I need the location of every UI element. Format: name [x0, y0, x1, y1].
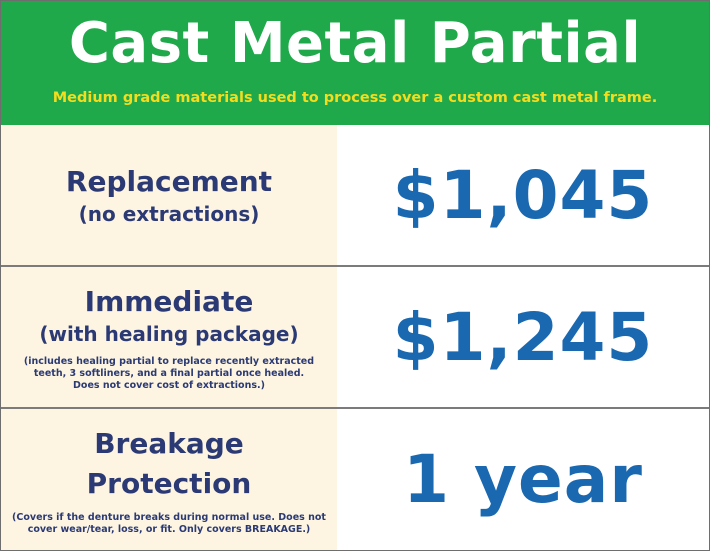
page-title: Cast Metal Partial — [68, 11, 642, 76]
row-value-cell: $1,245 — [337, 267, 709, 408]
header-banner: Cast Metal Partial Medium grade material… — [1, 1, 709, 125]
row-replacement: Replacement (no extractions) $1,045 — [1, 125, 709, 266]
row-label-cell: Immediate (with healing package) (includ… — [1, 267, 337, 408]
price-value: $1,045 — [392, 157, 654, 234]
row-label: Immediate — [84, 284, 254, 318]
row-value-cell: 1 year — [337, 409, 709, 550]
row-divider — [1, 265, 709, 267]
price-value: $1,245 — [392, 299, 654, 376]
row-value-cell: $1,045 — [337, 125, 709, 266]
duration-value: 1 year — [403, 441, 643, 518]
row-label: Breakage Protection — [86, 426, 252, 500]
row-label: Replacement — [65, 164, 273, 198]
row-label-cell: Replacement (no extractions) — [1, 125, 337, 266]
row-breakage-protection: Breakage Protection (Covers if the dentu… — [1, 409, 709, 550]
row-sublabel: (with healing package) — [39, 321, 299, 346]
row-label-cell: Breakage Protection (Covers if the dentu… — [1, 409, 337, 550]
row-divider — [1, 407, 709, 409]
row-sublabel: (no extractions) — [78, 201, 260, 226]
row-note: (includes healing partial to replace rec… — [23, 355, 315, 391]
row-note: (Covers if the denture breaks during nor… — [12, 511, 326, 535]
page-subtitle: Medium grade materials used to process o… — [52, 90, 658, 106]
row-immediate: Immediate (with healing package) (includ… — [1, 267, 709, 408]
